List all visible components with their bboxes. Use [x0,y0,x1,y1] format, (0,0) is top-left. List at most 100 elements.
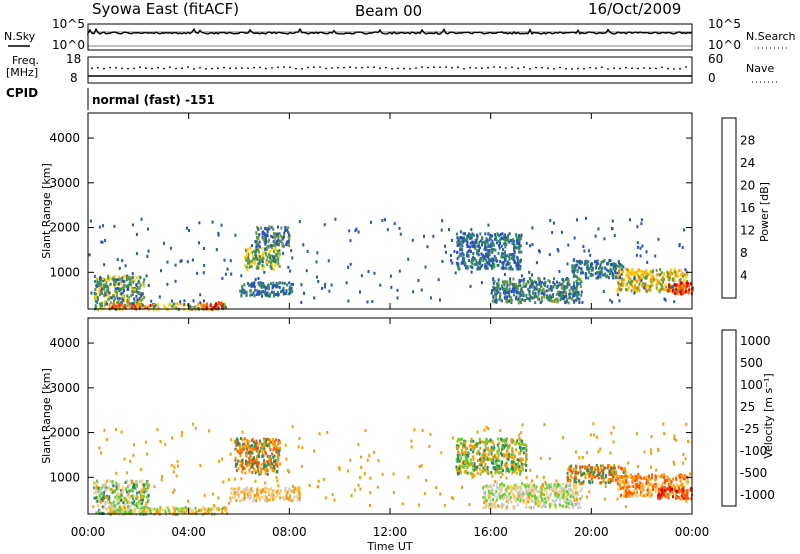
range-cell [633,475,636,479]
range-cell [239,445,242,449]
range-cell [533,491,536,495]
range-cell [538,288,541,292]
range-cell [509,267,512,271]
range-cell [535,281,537,285]
range-cell [284,292,286,295]
range-cell [502,267,505,270]
range-cell [119,303,122,306]
range-cell [498,295,501,299]
range-cell [274,293,277,296]
nave-dot [217,67,219,70]
range-cell [458,243,461,247]
range-cell [622,278,625,282]
range-cell [573,266,576,270]
range-cell [366,458,369,462]
range-cell [147,305,150,309]
range-cell [515,283,517,287]
range-cell [458,464,461,468]
range-cell [133,443,135,447]
range-cell [251,459,254,463]
range-cell [368,454,371,458]
range-cell [481,440,484,444]
range-cell [686,489,689,493]
range-cell [626,282,628,286]
range-cell [531,296,534,300]
range-cell [194,506,197,510]
range-cell [616,289,619,293]
range-cell [207,306,210,310]
range-cell [519,485,522,489]
range-cell [364,429,367,433]
range-cell [540,299,543,303]
range-cell [484,253,487,256]
range-cell [495,463,498,467]
range-cell [685,481,688,485]
range-cell [665,495,668,499]
nave-dot [535,66,537,69]
range-cell [500,244,503,248]
range-cell [461,460,464,464]
range-cell [492,498,494,502]
range-cell [573,477,576,481]
range-cell [584,476,587,480]
range-cell [101,301,104,305]
range-cell [183,303,186,306]
range-cell [503,483,505,487]
range-cell [94,486,97,490]
range-cell [562,286,565,290]
range-cell [557,484,560,488]
range-cell [490,243,493,247]
range-cell [619,486,622,490]
range-cell [221,457,224,461]
range-cell [681,482,684,486]
range-cell [660,278,663,282]
range-cell [649,269,652,273]
range-cell [135,304,138,308]
range-cell [620,277,623,281]
range-cell [165,506,168,510]
range-cell [250,439,253,443]
range-cell [266,499,269,503]
range-cell [113,504,116,508]
range-cell [490,470,493,474]
range-cell [691,288,694,292]
range-cell [679,478,682,482]
range-cell [100,289,103,293]
range-cell [256,464,259,468]
range-cell [654,490,657,494]
range-cell [269,249,272,253]
range-cell [464,469,467,473]
range-cell [398,226,401,230]
range-cell [636,280,639,284]
range-cell [592,422,595,426]
range-cell [275,242,278,246]
range-cell [600,476,603,480]
range-cell [501,472,504,476]
range-cell [472,439,475,443]
range-cell [531,226,534,230]
range-cell [595,464,598,467]
range-cell [610,431,613,435]
range-cell [192,299,195,303]
range-cell [243,437,246,441]
range-cell [246,486,249,490]
range-cell [473,464,476,468]
range-cell [246,442,249,446]
nave-dot [667,67,669,70]
range-cell [573,271,575,275]
nave-dot [145,67,147,70]
range-cell [610,269,613,273]
y-tick-label: 1000 [49,470,80,484]
range-cell [599,471,602,475]
range-cell [273,284,276,288]
range-cell [676,474,679,478]
range-cell [426,245,429,249]
range-cell [209,508,212,512]
range-cell [476,471,479,475]
range-cell [667,288,670,292]
range-cell [551,499,554,503]
range-cell [500,505,503,509]
nave-dot [163,67,165,70]
range-cell [494,455,497,459]
range-cell [288,498,291,502]
